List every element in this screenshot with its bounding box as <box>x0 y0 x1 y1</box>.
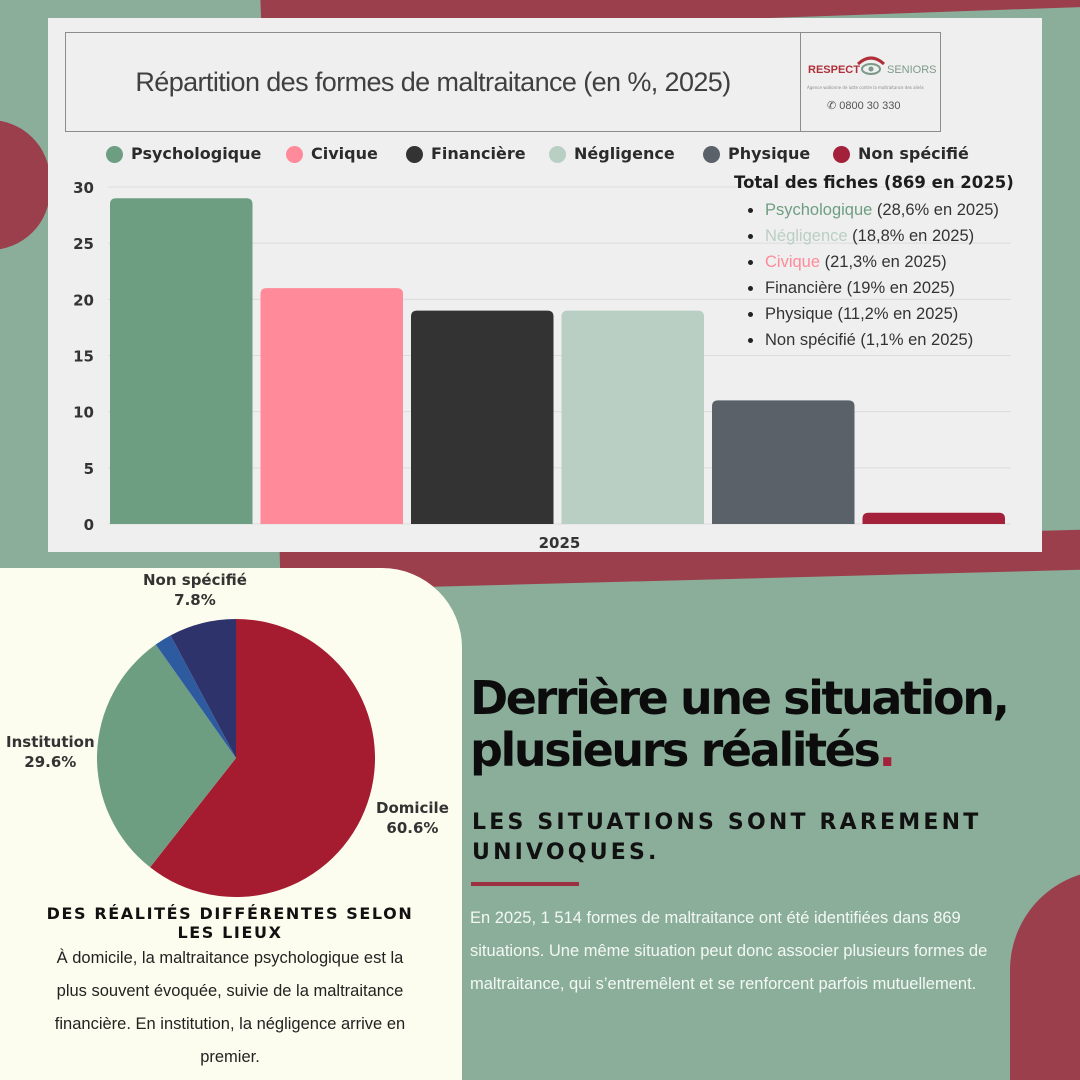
logo-phone: ✆ 0800 30 330 <box>827 100 901 112</box>
y-tick-label: 5 <box>84 460 94 478</box>
headline-dot: . <box>878 723 895 777</box>
pie-label-name: Institution <box>6 733 95 751</box>
logo-tagline: Agence wallonne de lutte contre la maltr… <box>807 85 924 90</box>
bar-chart-panel: Répartition des formes de maltraitance (… <box>48 18 1042 552</box>
legend-label: Financière <box>431 144 526 163</box>
pie-label-non-specifie: Non spécifié 7.8% <box>143 570 247 610</box>
pie-label-value: 29.6% <box>24 753 77 771</box>
totals-item: Négligence (18,8% en 2025) <box>748 223 999 249</box>
chart-title: Répartition des formes de maltraitance (… <box>135 67 731 97</box>
legend-label: Civique <box>311 144 378 163</box>
legend-swatch <box>106 146 123 163</box>
pie-label-domicile: Domicile 60.6% <box>376 798 449 838</box>
legend-label: Psychologique <box>131 144 262 163</box>
totals-title: Total des fiches (869 en 2025) <box>734 173 1014 192</box>
totals-item-detail: (21,3% en 2025) <box>820 253 947 271</box>
phone-number: 0800 30 330 <box>839 100 901 112</box>
totals-item-label: Financière <box>765 279 843 297</box>
y-tick-label: 0 <box>84 516 94 534</box>
logo-respect-text: RESPECT <box>808 64 860 76</box>
totals-item: Non spécifié (1,1% en 2025) <box>748 327 999 353</box>
totals-item-label: Négligence <box>765 227 848 245</box>
pie-label-name: Non spécifié <box>143 571 247 589</box>
pie-slice-other <box>155 635 236 758</box>
totals-item-detail: (18,8% en 2025) <box>847 227 975 245</box>
y-tick-label: 10 <box>73 404 94 422</box>
totals-item-label: Physique <box>765 305 833 323</box>
chart-header: Répartition des formes de maltraitance (… <box>65 32 941 132</box>
totals-item-label: Civique <box>765 253 821 271</box>
headline: Derrière une situation, plusieurs réalit… <box>470 672 1070 776</box>
y-tick-label: 30 <box>73 179 94 197</box>
pie-slice-institution <box>97 644 237 868</box>
logo-eye-icon <box>856 56 886 75</box>
pie-description: À domicile, la maltraitance psychologiqu… <box>54 949 406 1066</box>
x-tick-label: 2025 <box>539 534 581 552</box>
legend-label: Négligence <box>574 144 675 163</box>
logo: RESPECT SENIORS Agence wallonne de lutte… <box>800 33 941 131</box>
legend-swatch <box>549 146 566 163</box>
legend-swatch <box>703 146 720 163</box>
decorative-shape <box>0 120 50 250</box>
totals-item: Physique (11,2% en 2025) <box>748 301 999 327</box>
logo-seniors-text: SENIORS <box>887 64 937 76</box>
pie-chart <box>97 619 375 897</box>
pie-panel: Non spécifié 7.8% Institution 29.6% Domi… <box>0 568 462 1080</box>
totals-item: Financière (19% en 2025) <box>748 275 999 301</box>
totals-item-detail: (11,2% en 2025) <box>832 305 959 323</box>
divider <box>471 882 579 886</box>
pie-slice-non-specifie <box>170 619 236 758</box>
y-tick-label: 25 <box>73 235 94 253</box>
y-tick-label: 15 <box>73 348 94 366</box>
y-tick-label: 20 <box>73 291 94 309</box>
headline-text: Derrière une situation, plusieurs réalit… <box>470 671 1010 777</box>
totals-item-detail: (1,1% en 2025) <box>855 331 974 349</box>
bar-civique <box>260 288 403 524</box>
bar-financiere <box>411 310 554 524</box>
pie-label-institution: Institution 29.6% <box>6 732 95 772</box>
subheadline: LES SITUATIONS SONT RAREMENT UNIVOQUES. <box>472 810 982 865</box>
body-text: En 2025, 1 514 formes de maltraitance on… <box>470 909 988 993</box>
totals-item: Psychologique (28,6% en 2025) <box>748 197 999 223</box>
pie-label-name: Domicile <box>376 799 449 817</box>
legend-label: Non spécifié <box>858 144 969 163</box>
pie-label-value: 7.8% <box>174 591 216 609</box>
bar-physique <box>712 400 855 524</box>
totals-item-label: Non spécifié <box>765 331 856 349</box>
totals-item-label: Psychologique <box>765 201 873 219</box>
totals-list: Psychologique (28,6% en 2025) Négligence … <box>748 197 999 353</box>
pie-subtitle: DES RÉALITÉS DIFFÉRENTES SELON LES LIEUX <box>46 904 414 942</box>
legend-swatch <box>833 146 850 163</box>
pie-label-value: 60.6% <box>386 819 439 837</box>
totals-item-detail: (28,6% en 2025) <box>872 201 999 219</box>
totals-item: Civique (21,3% en 2025) <box>748 249 999 275</box>
legend-swatch <box>286 146 303 163</box>
bar-negligence <box>561 310 704 524</box>
bar-psychologique <box>110 198 253 524</box>
legend-swatch <box>406 146 423 163</box>
pie-slice-domicile <box>150 619 375 897</box>
bar-non-specifie <box>862 512 1005 524</box>
legend-label: Physique <box>728 144 811 163</box>
totals-item-detail: (19% en 2025) <box>842 279 955 297</box>
